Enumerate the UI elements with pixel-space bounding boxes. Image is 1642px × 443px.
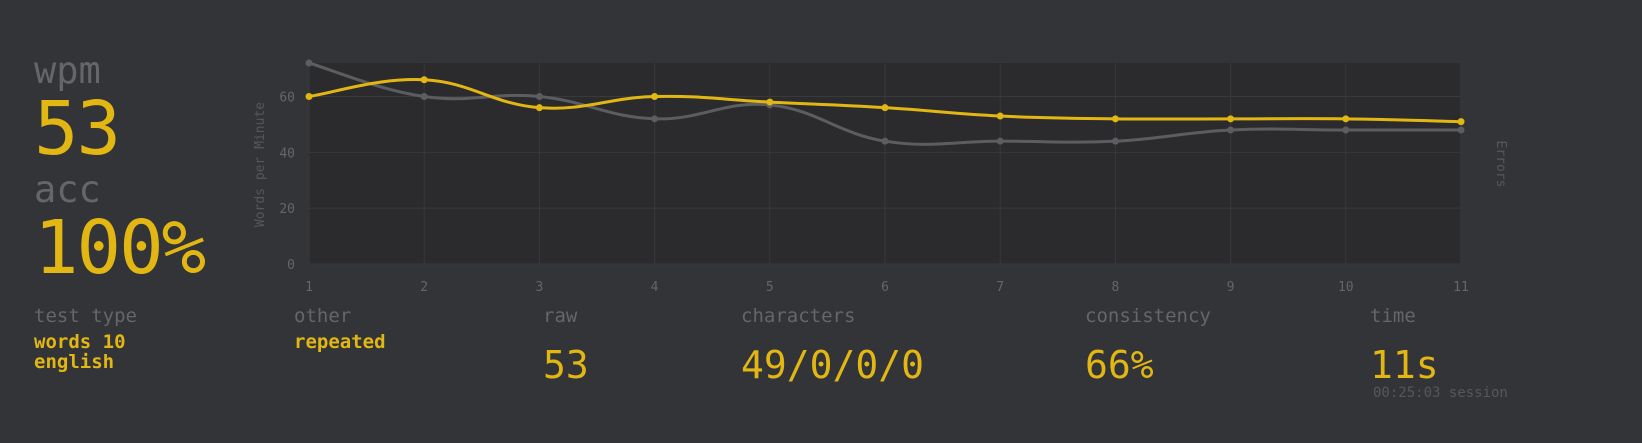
x-tick-label: 5 xyxy=(766,280,774,295)
x-tick-label: 4 xyxy=(651,280,659,295)
wpm-data-point xyxy=(1227,115,1235,123)
x-tick-label: 6 xyxy=(881,280,889,295)
raw-data-point xyxy=(881,137,889,145)
raw-data-point xyxy=(305,59,313,67)
raw-data-point xyxy=(1111,137,1119,145)
y-tick-label: 0 xyxy=(287,258,295,273)
wpm-data-point xyxy=(651,93,659,100)
acc-label: acc xyxy=(34,168,101,211)
time-label: time xyxy=(1370,305,1416,327)
raw-data-point xyxy=(1227,126,1235,134)
x-tick-label: 9 xyxy=(1227,280,1235,295)
time-value: 11s xyxy=(1370,343,1439,387)
x-tick-label: 8 xyxy=(1111,280,1119,295)
y-tick-label: 20 xyxy=(279,202,295,217)
test-type-language[interactable]: english xyxy=(34,351,115,373)
raw-data-point xyxy=(420,93,428,100)
wpm-chart: 1 2 3 4 5 6 7 8 9 10 11 0 20 40 60 Words per Minute Erro… xyxy=(253,59,1508,295)
wpm-value: 53 xyxy=(34,86,121,172)
wpm-data-point xyxy=(766,98,774,106)
raw-data-point xyxy=(1457,126,1465,134)
session-time: 00:25:03 session xyxy=(1373,385,1508,401)
test-type-mode[interactable]: words 10 xyxy=(34,331,126,353)
wpm-data-point xyxy=(1457,118,1465,126)
x-tick-label: 1 xyxy=(305,280,313,295)
x-tick-label: 10 xyxy=(1338,280,1354,295)
raw-label: raw xyxy=(543,305,578,327)
wpm-data-point xyxy=(881,104,889,112)
y2-axis-title: Errors xyxy=(1493,141,1508,188)
characters-label: characters xyxy=(741,305,856,327)
acc-value: 100% xyxy=(34,205,206,291)
raw-data-point xyxy=(651,115,659,123)
consistency-label: consistency xyxy=(1085,305,1211,327)
x-tick-label: 7 xyxy=(996,280,1004,295)
other-value: repeated xyxy=(294,331,386,353)
x-tick-label: 11 xyxy=(1453,280,1469,295)
wpm-data-point xyxy=(1342,115,1350,123)
characters-value: 49/0/0/0 xyxy=(741,343,925,387)
raw-data-point xyxy=(996,137,1004,145)
raw-data-point xyxy=(535,93,543,100)
x-tick-label: 2 xyxy=(420,280,428,295)
wpm-data-point xyxy=(1111,115,1119,123)
wpm-data-point xyxy=(305,93,313,100)
x-tick-label: 3 xyxy=(535,280,543,295)
wpm-label: wpm xyxy=(34,49,101,92)
wpm-data-point xyxy=(420,76,428,84)
raw-data-point xyxy=(1342,126,1350,134)
y-axis-title: Words per Minute xyxy=(253,102,268,227)
y-tick-label: 60 xyxy=(279,91,295,106)
test-type-label: test type xyxy=(34,305,137,327)
wpm-data-point xyxy=(535,104,543,112)
wpm-data-point xyxy=(996,112,1004,120)
raw-value: 53 xyxy=(543,343,589,387)
y-tick-label: 40 xyxy=(279,146,295,161)
other-label: other xyxy=(294,305,352,327)
consistency-value: 66% xyxy=(1085,343,1154,387)
